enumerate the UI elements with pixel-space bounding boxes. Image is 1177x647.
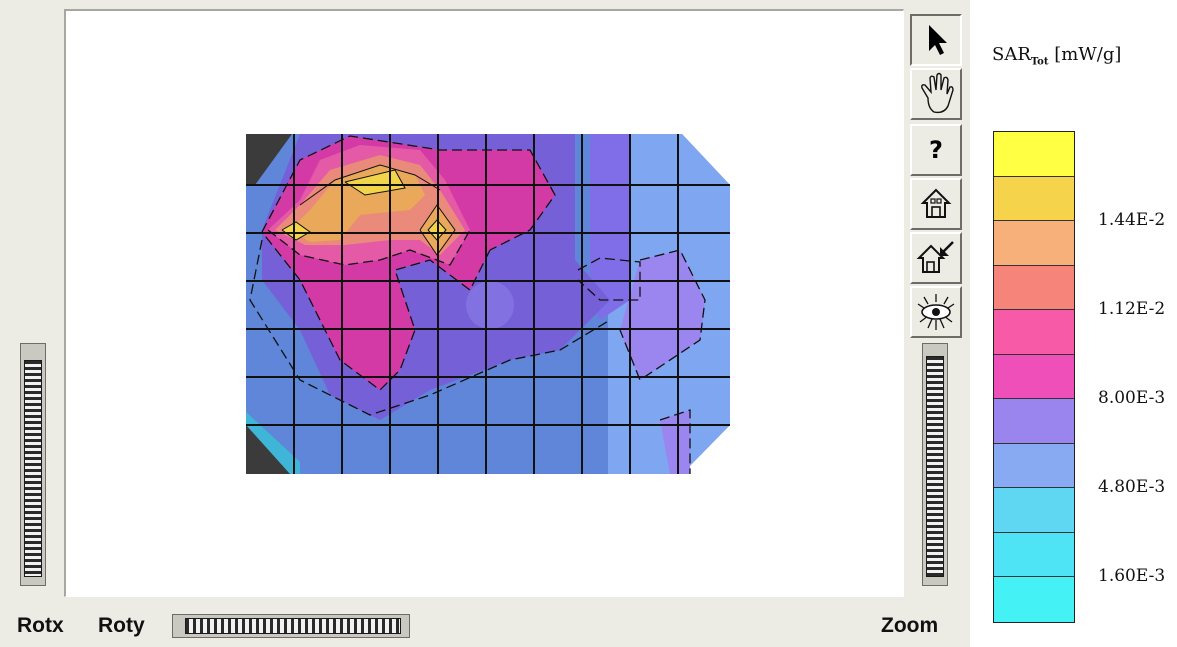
legend-swatch	[994, 221, 1074, 266]
rotx-slider[interactable]	[20, 343, 46, 586]
home-tool-button[interactable]	[910, 178, 962, 230]
contour-purple-right	[620, 250, 705, 380]
view-tool-button[interactable]	[910, 286, 962, 338]
home-zoom-tool-button[interactable]	[910, 232, 962, 284]
legend-swatch	[994, 443, 1074, 488]
legend-label: 1.44E-2	[1098, 210, 1166, 230]
legend-swatch	[994, 532, 1074, 577]
legend-title-unit: [mW/g]	[1048, 44, 1122, 65]
zoom-slider[interactable]	[922, 343, 948, 586]
hand-icon	[921, 72, 954, 114]
contour-solid-lines	[281, 164, 456, 256]
home-arrow-icon	[916, 241, 954, 273]
sar-contour-plot[interactable]	[66, 11, 904, 597]
question-icon: ?	[929, 136, 943, 164]
legend-swatch	[994, 176, 1074, 221]
legend-swatch	[994, 577, 1074, 622]
arrow-pointer-icon	[929, 25, 947, 55]
roty-label: Roty	[98, 614, 145, 637]
eye-icon	[917, 294, 955, 330]
roty-slider-thumb[interactable]	[185, 618, 401, 634]
legend-title-sub: Tot	[1030, 56, 1049, 68]
legend-title-main: SAR	[992, 44, 1031, 65]
legend-label: 1.60E-3	[1098, 566, 1166, 586]
legend-swatch	[994, 310, 1074, 355]
pan-tool-button[interactable]	[910, 68, 962, 120]
legend-label: 8.00E-3	[1098, 388, 1166, 408]
highlight-spot	[466, 281, 514, 329]
zoom-slider-thumb[interactable]	[926, 356, 944, 577]
sar-viewport[interactable]	[64, 9, 904, 597]
dark-corner-top	[246, 134, 292, 185]
rotx-slider-thumb[interactable]	[24, 360, 42, 577]
zoom-label: Zoom	[881, 614, 939, 637]
help-tool-button[interactable]: ?	[910, 124, 962, 176]
rotx-label: Rotx	[17, 614, 64, 637]
pointer-tool-button[interactable]	[910, 14, 962, 66]
legend-swatch	[994, 399, 1074, 444]
legend-label: 1.12E-2	[1098, 299, 1166, 319]
legend-label: 4.80E-3	[1098, 477, 1166, 497]
roty-slider[interactable]	[172, 614, 410, 638]
home-icon	[920, 188, 952, 218]
legend-swatch	[994, 132, 1074, 177]
legend-swatch	[994, 354, 1074, 399]
legend-color-scale	[993, 131, 1075, 623]
cyan-corner	[246, 412, 300, 474]
scan-grid	[246, 134, 730, 474]
contour-right-purple	[590, 134, 630, 320]
legend-swatch	[994, 488, 1074, 533]
legend-swatch	[994, 265, 1074, 310]
legend-title: SARTot [mW/g]	[992, 44, 1121, 68]
